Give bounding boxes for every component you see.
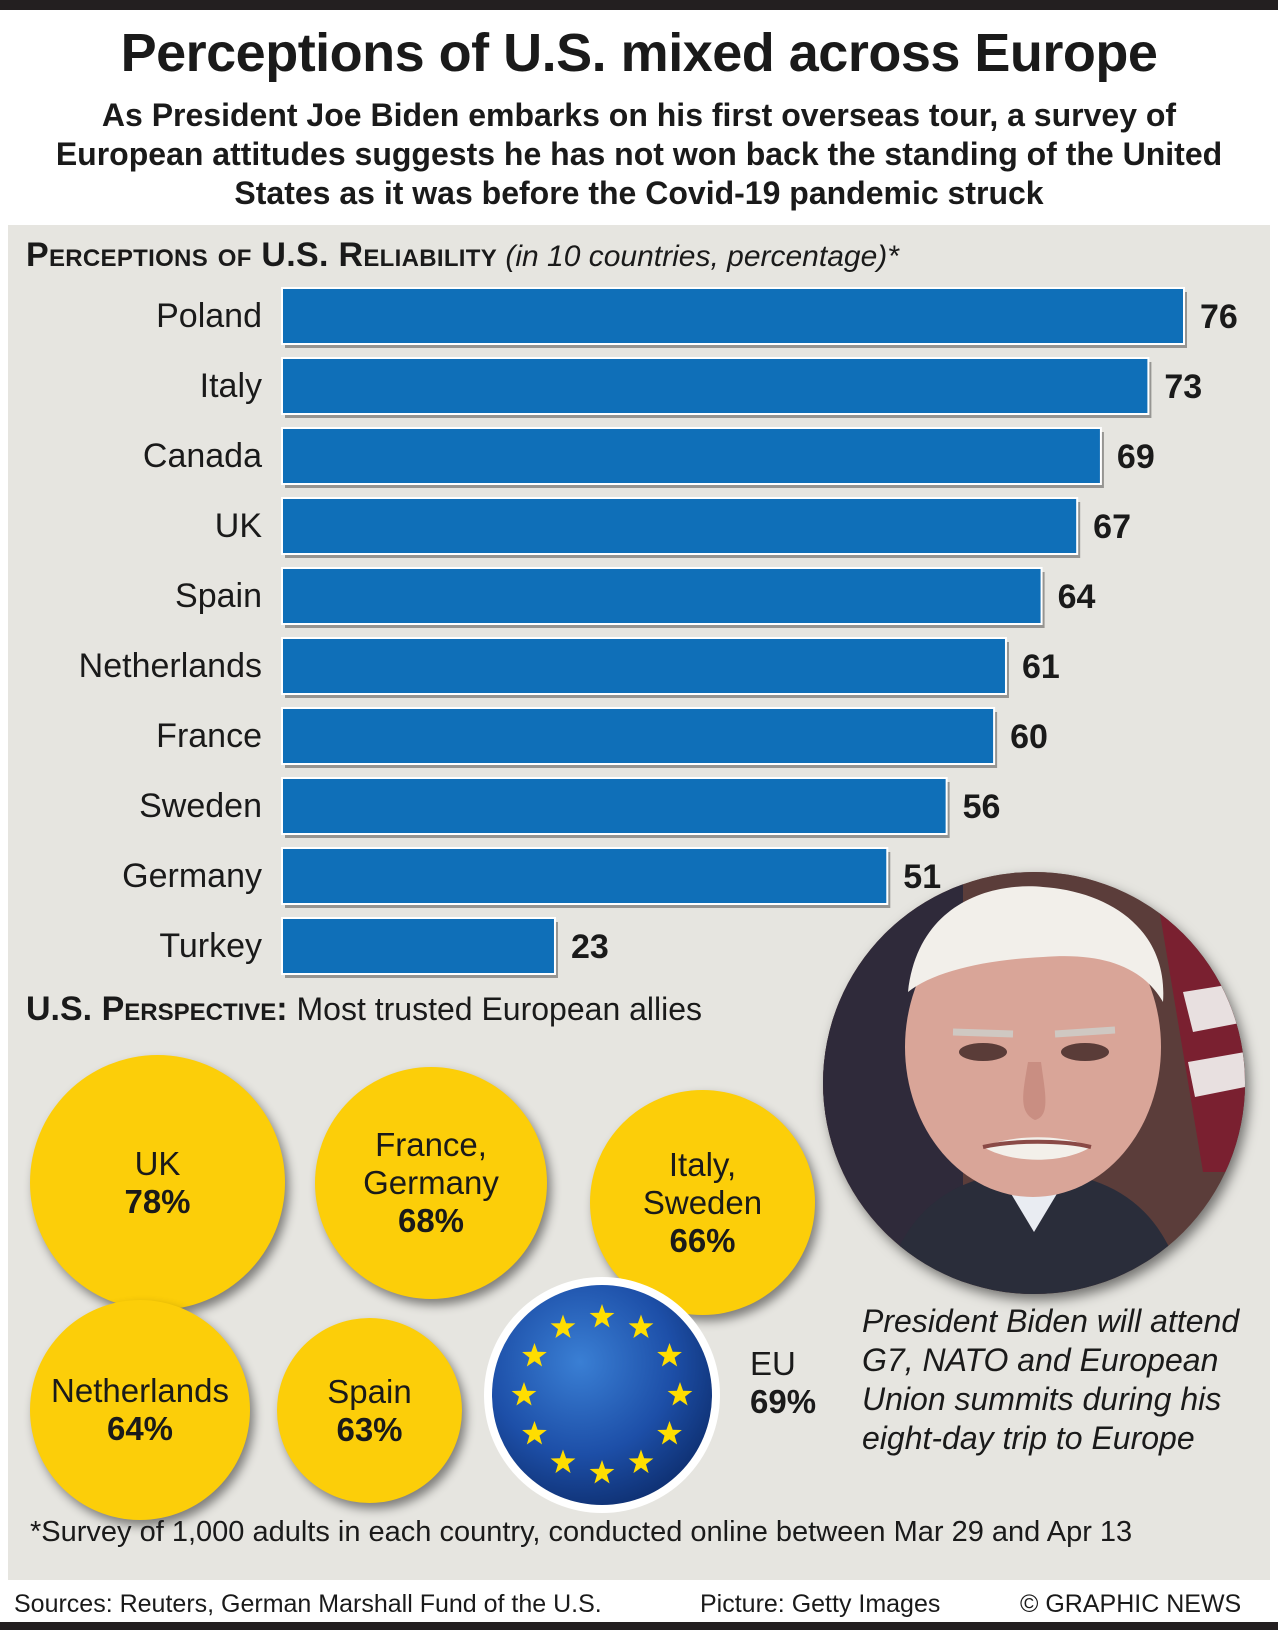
data-label-turkey: 23	[571, 928, 609, 966]
footer-copyright: © GRAPHIC NEWS	[1020, 1590, 1242, 1618]
data-label-uk: 67	[1093, 508, 1131, 546]
bar-spain	[281, 567, 1043, 625]
category-label-netherlands: Netherlands	[78, 647, 262, 685]
bubble-france-germany: France, Germany 68%	[315, 1067, 547, 1299]
perspective-title: U.S. Perspective:	[26, 990, 288, 1028]
bubble-italy-sweden-value: 66%	[669, 1221, 736, 1259]
category-label-poland: Poland	[156, 297, 262, 335]
category-label-canada: Canada	[142, 437, 262, 475]
footer-sources: Sources: Reuters, German Marshall Fund o…	[14, 1590, 602, 1618]
eu-star-icon	[628, 1449, 654, 1474]
eu-star-icon	[522, 1421, 547, 1445]
photo-caption: President Biden will attend G7, NATO and…	[862, 1303, 1240, 1456]
category-label-italy: Italy	[199, 367, 262, 405]
eu-star-icon	[657, 1343, 682, 1367]
data-label-netherlands: 61	[1022, 648, 1060, 686]
category-label-germany: Germany	[122, 857, 262, 895]
bubble-spain: Spain 63%	[277, 1318, 462, 1503]
bar-poland	[281, 287, 1185, 345]
data-label-france: 60	[1010, 718, 1048, 756]
page-subtitle: As President Joe Biden embarks on his fi…	[55, 97, 1223, 211]
bar-uk	[281, 497, 1079, 555]
bubble-france-germany-value: 68%	[397, 1202, 465, 1239]
bubble-italy-sweden-label-1: Italy,	[668, 1145, 737, 1183]
category-label-sweden: Sweden	[139, 787, 262, 825]
page-title: Perceptions of U.S. mixed across Europe	[120, 23, 1158, 83]
bar-sweden	[281, 777, 948, 835]
data-label-spain: 64	[1058, 578, 1096, 616]
data-label-poland: 76	[1200, 298, 1238, 336]
bubble-france-germany-label-1: France,	[375, 1126, 487, 1163]
biden-photo	[823, 872, 1245, 1294]
data-label-italy: 73	[1164, 368, 1202, 406]
eu-star-icon	[589, 1304, 615, 1328]
bubble-italy-sweden-label-2: Sweden	[642, 1183, 763, 1221]
bubble-netherlands-value: 64%	[106, 1410, 174, 1447]
bar-france	[281, 707, 996, 765]
eu-star-icon	[550, 1314, 576, 1338]
bar-italy	[281, 357, 1150, 415]
bubble-eu: EU 69%	[750, 1345, 816, 1421]
perspective-heading: U.S. Perspective: Most trusted European …	[26, 990, 702, 1029]
bubble-spain-value: 63%	[336, 1410, 403, 1448]
bar-netherlands	[281, 637, 1007, 695]
bubble-eu-value: 69%	[750, 1383, 817, 1420]
category-label-uk: UK	[214, 507, 262, 545]
category-label-france: France	[156, 717, 262, 755]
eu-star-icon	[667, 1382, 693, 1406]
eu-star-icon	[550, 1449, 576, 1474]
eu-flag-icon	[484, 1277, 720, 1513]
eu-star-icon	[522, 1343, 547, 1367]
eu-star-icon	[589, 1460, 615, 1484]
reliability-note: (in 10 countries, percentage)*	[505, 240, 899, 273]
data-label-canada: 69	[1117, 438, 1155, 476]
bar-germany	[281, 847, 889, 905]
footer: Sources: Reuters, German Marshall Fund o…	[0, 1584, 1278, 1624]
bubble-spain-label: Spain	[327, 1372, 412, 1410]
bubble-france-germany-label-2: Germany	[363, 1164, 499, 1201]
footer-picture-credit: Picture: Getty Images	[700, 1590, 941, 1618]
bar-canada	[281, 427, 1102, 485]
bar-turkey	[281, 917, 556, 975]
bubble-netherlands: Netherlands 64%	[30, 1300, 250, 1520]
reliability-heading: Perceptions of U.S. Reliability (in 10 c…	[26, 236, 899, 275]
data-label-germany: 51	[903, 858, 941, 896]
data-label-sweden: 56	[963, 788, 1001, 826]
eu-star-icon	[628, 1314, 654, 1338]
perspective-subtitle: Most trusted European allies	[296, 991, 703, 1027]
bottom-rule	[0, 1622, 1278, 1630]
bubble-uk-label: UK	[134, 1144, 181, 1182]
category-label-turkey: Turkey	[159, 927, 262, 965]
bubble-eu-label: EU	[750, 1345, 796, 1382]
bubble-uk-value: 78%	[124, 1182, 191, 1220]
bubble-netherlands-label: Netherlands	[51, 1372, 229, 1409]
bubble-italy-sweden: Italy, Sweden 66%	[590, 1090, 815, 1315]
top-rule	[0, 0, 1278, 10]
eu-star-icon	[657, 1421, 682, 1445]
survey-footnote: *Survey of 1,000 adults in each country,…	[30, 1516, 1133, 1548]
bubble-uk: UK 78%	[30, 1055, 285, 1310]
reliability-title: Perceptions of U.S. Reliability	[26, 236, 498, 274]
eu-star-icon	[511, 1382, 537, 1406]
category-label-spain: Spain	[175, 577, 262, 615]
